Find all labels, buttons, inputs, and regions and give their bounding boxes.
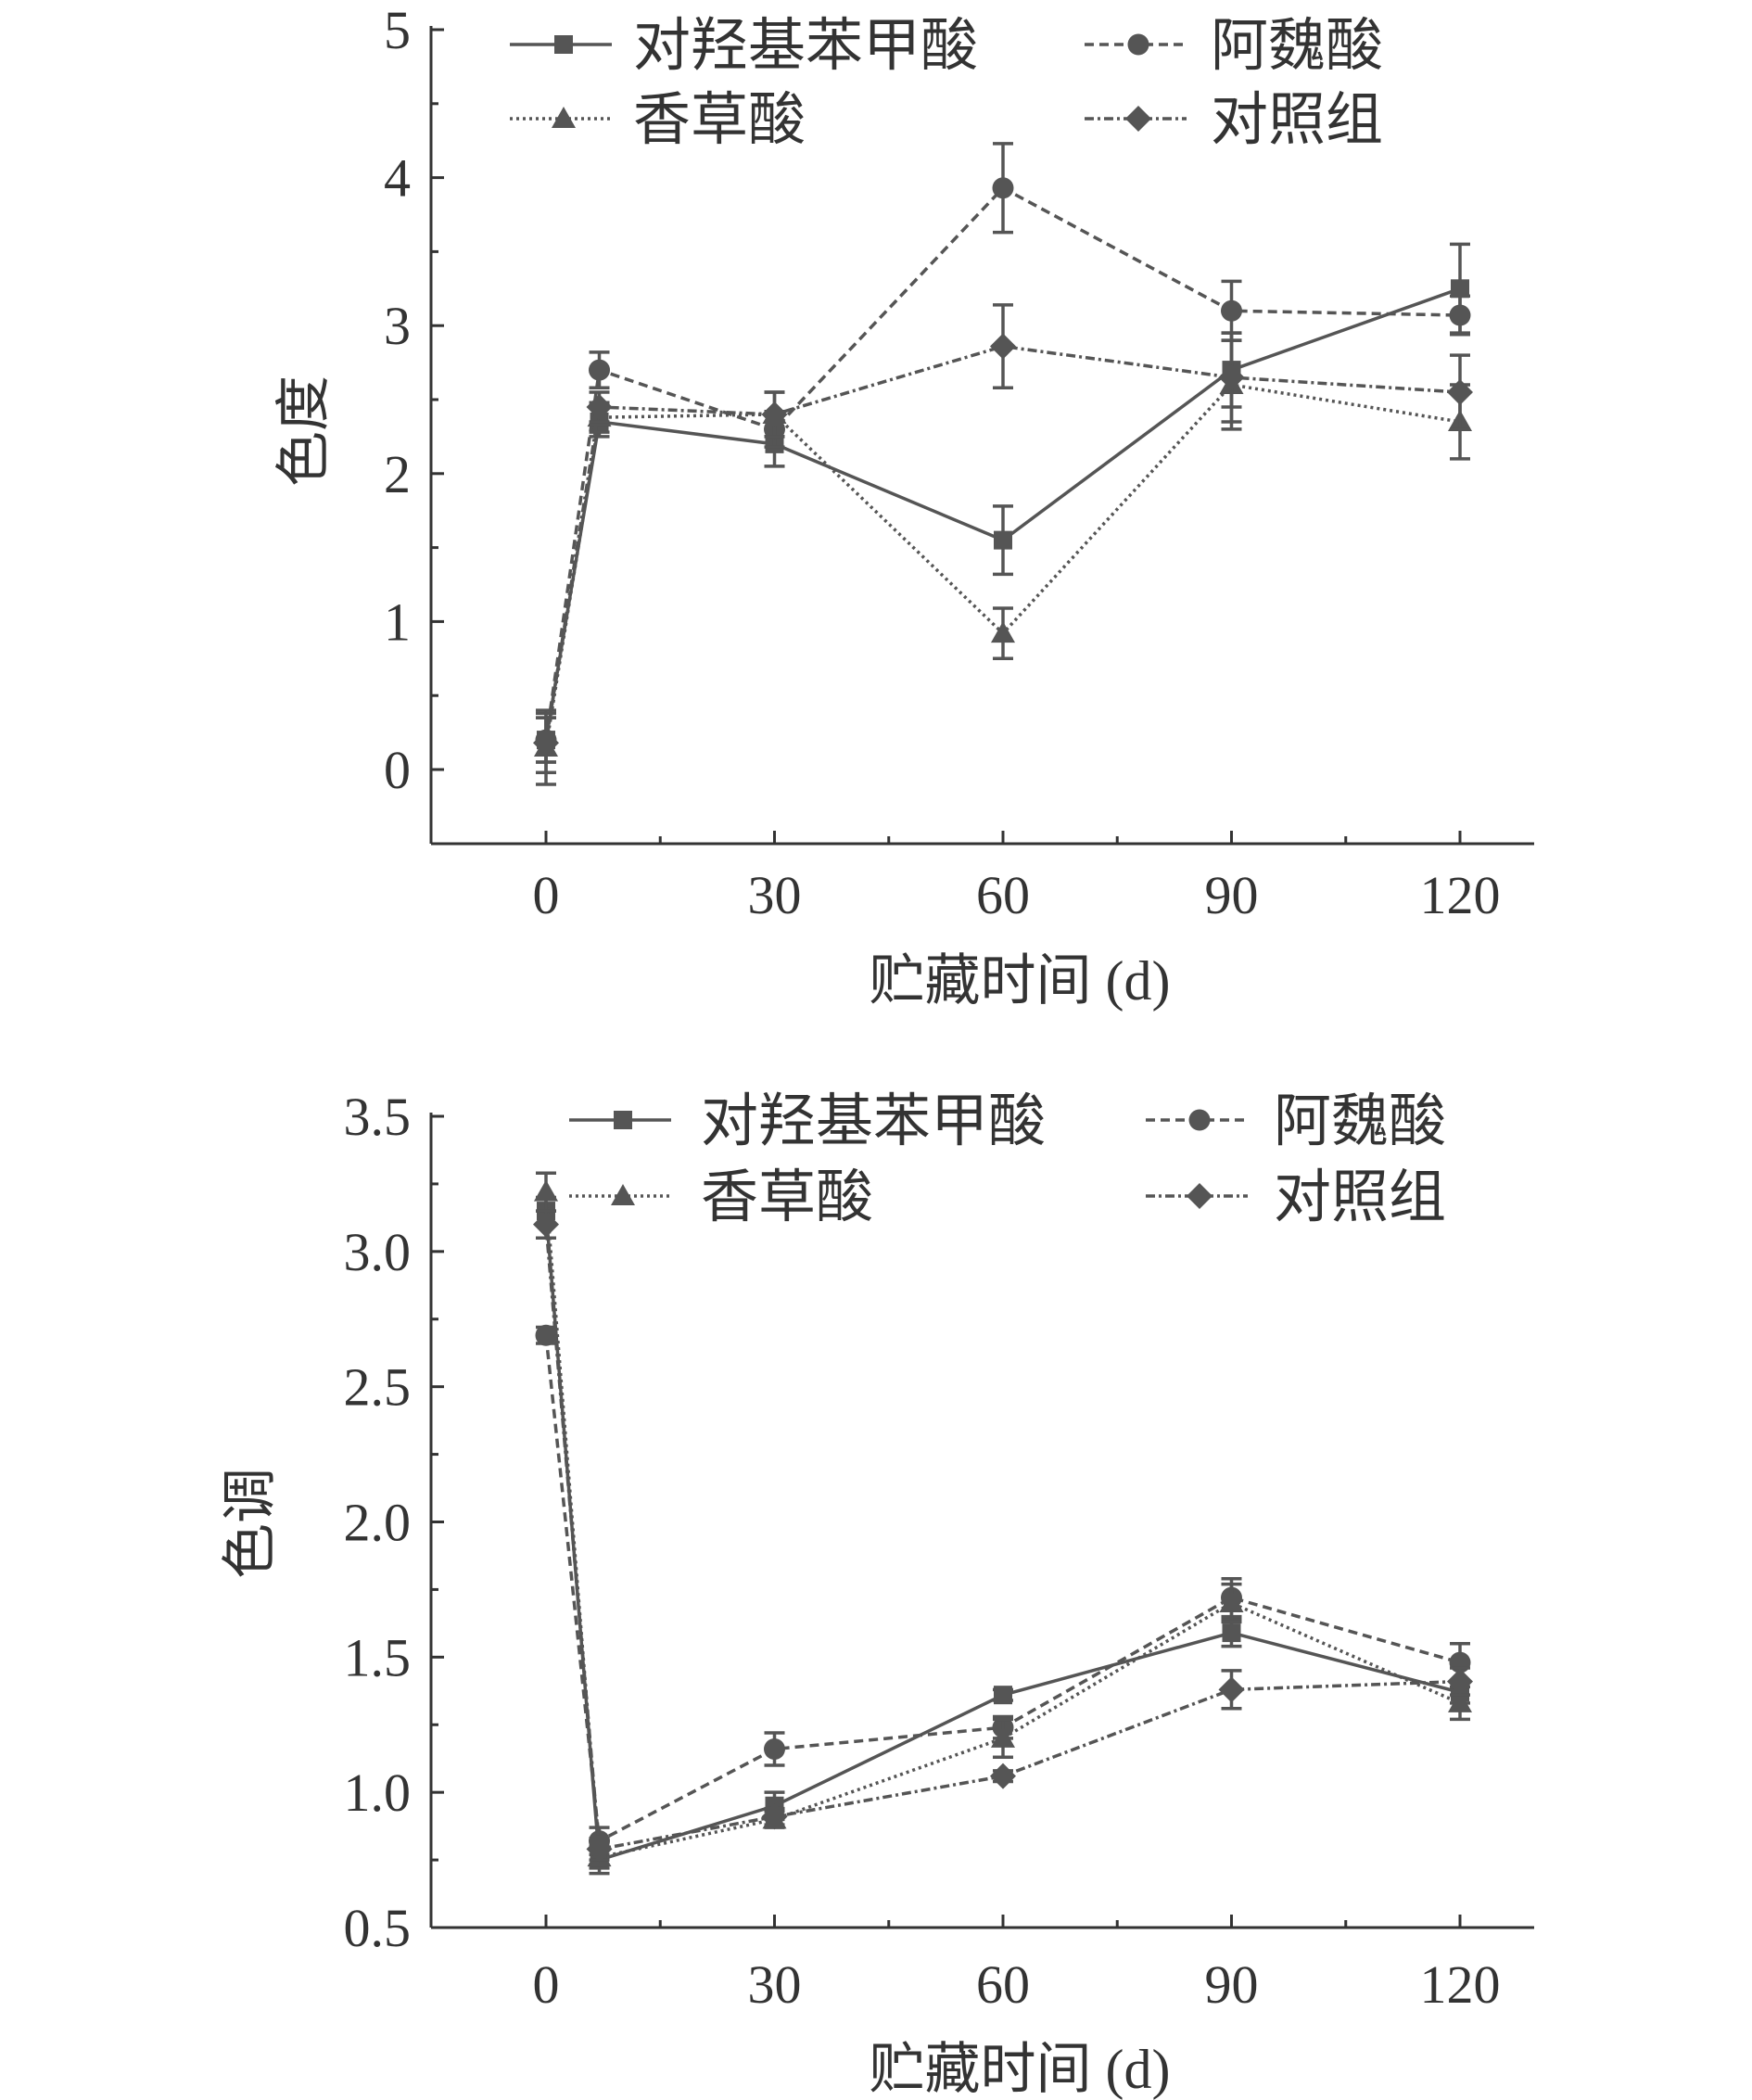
data-point bbox=[589, 359, 611, 381]
data-point bbox=[533, 1211, 559, 1238]
data-point bbox=[1448, 1690, 1472, 1712]
data-point bbox=[535, 1324, 557, 1346]
y-tick-label: 4 bbox=[384, 148, 411, 209]
legend-marker-circle bbox=[1188, 1109, 1211, 1131]
y-tick-label: 2.5 bbox=[344, 1357, 412, 1418]
legend-label: 对照组 bbox=[1211, 89, 1383, 152]
data-point bbox=[586, 393, 613, 420]
data-point bbox=[1218, 1676, 1245, 1703]
series-line bbox=[544, 1210, 1461, 1863]
legend-item: 对羟基苯甲酸 bbox=[510, 15, 978, 78]
y-tick-label: 3.0 bbox=[344, 1222, 412, 1282]
legend-label: 阿魏酸 bbox=[1211, 15, 1383, 78]
legend-marker-diamond bbox=[1187, 1183, 1212, 1209]
legend-item: 对羟基苯甲酸 bbox=[569, 1090, 1046, 1153]
series-circle bbox=[535, 142, 1471, 764]
y-tick-label: 1 bbox=[384, 592, 411, 652]
y-axis-label: 色度 bbox=[273, 375, 335, 487]
legend-item: 香草酸 bbox=[510, 89, 806, 152]
data-point bbox=[1221, 299, 1242, 322]
series-line bbox=[544, 1224, 1461, 1852]
legend-item: 香草酸 bbox=[569, 1166, 873, 1229]
x-tick-label: 120 bbox=[1420, 1954, 1501, 2015]
series-line bbox=[544, 185, 1461, 741]
y-tick-label: 0.5 bbox=[344, 1898, 412, 1958]
data-point bbox=[991, 621, 1015, 643]
series-line bbox=[544, 383, 1461, 748]
data-point bbox=[1218, 364, 1245, 391]
x-tick-label: 120 bbox=[1420, 865, 1501, 925]
series-line bbox=[544, 1191, 1461, 1860]
series-line bbox=[544, 286, 1461, 741]
data-point bbox=[990, 1763, 1016, 1789]
legend-item: 对照组 bbox=[1085, 89, 1383, 152]
x-tick-label: 60 bbox=[976, 1954, 1030, 2015]
hue-chart: 0.5 1.0 1.5 2.0 2.5 3.0 3.5 0 30 60 90 120 贮藏时间 (d) 色… bbox=[220, 1087, 1534, 2100]
data-point bbox=[991, 1725, 1015, 1748]
data-point bbox=[1222, 1623, 1241, 1643]
legend-label: 阿魏酸 bbox=[1274, 1090, 1446, 1153]
legend-label: 对羟基苯甲酸 bbox=[701, 1090, 1046, 1153]
y-tick-label: 5 bbox=[384, 0, 411, 60]
legend-item: 对照组 bbox=[1146, 1166, 1446, 1229]
data-point bbox=[990, 333, 1016, 360]
y-tick-label: 1.0 bbox=[344, 1763, 412, 1823]
data-point bbox=[533, 730, 559, 757]
legend-item: 阿魏酸 bbox=[1146, 1090, 1446, 1153]
x-tick-label: 30 bbox=[748, 1954, 802, 2015]
legend-marker-triangle bbox=[611, 1184, 635, 1205]
y-tick-label: 0 bbox=[384, 740, 411, 800]
x-tick-label: 0 bbox=[533, 1954, 560, 2015]
data-point bbox=[761, 1803, 788, 1830]
data-point bbox=[992, 177, 1014, 199]
legend-label: 对照组 bbox=[1274, 1166, 1446, 1229]
x-tick-label: 60 bbox=[976, 865, 1030, 925]
data-point bbox=[764, 1738, 785, 1760]
data-point bbox=[1447, 1668, 1473, 1695]
y-tick-label: 2.0 bbox=[344, 1493, 412, 1553]
x-tick-label: 90 bbox=[1205, 865, 1259, 925]
legend-marker-triangle bbox=[552, 107, 576, 128]
y-axis-label: 色调 bbox=[220, 1468, 281, 1579]
data-point bbox=[994, 530, 1012, 550]
x-tick-label: 0 bbox=[533, 865, 560, 925]
legend-marker-circle bbox=[1127, 33, 1149, 56]
data-point bbox=[534, 1179, 558, 1202]
legend-marker-square bbox=[614, 1111, 632, 1129]
y-tick-label: 3.5 bbox=[344, 1087, 412, 1147]
x-tick-label: 90 bbox=[1205, 1954, 1259, 2015]
x-axis-label: 贮藏时间 (d) bbox=[870, 950, 1171, 1012]
legend-marker-diamond bbox=[1125, 106, 1151, 132]
legend-item: 阿魏酸 bbox=[1085, 15, 1383, 78]
y-tick-label: 1.5 bbox=[344, 1627, 412, 1687]
data-point bbox=[1447, 379, 1473, 406]
data-point bbox=[1219, 1591, 1244, 1612]
data-point bbox=[1451, 279, 1469, 299]
series-diamond bbox=[533, 1209, 1473, 1863]
x-axis-label: 贮藏时间 (d) bbox=[870, 2039, 1171, 2100]
legend-label: 香草酸 bbox=[701, 1166, 873, 1229]
x-tick-label: 30 bbox=[748, 865, 802, 925]
data-point bbox=[761, 401, 788, 427]
y-tick-label: 3 bbox=[384, 296, 411, 356]
y-tick-label: 2 bbox=[384, 444, 411, 504]
data-point bbox=[586, 1836, 613, 1863]
legend-label: 对羟基苯甲酸 bbox=[633, 15, 978, 78]
legend-label: 香草酸 bbox=[633, 89, 806, 152]
legend-marker-square bbox=[554, 35, 573, 54]
data-point bbox=[994, 1686, 1012, 1705]
data-point bbox=[1449, 304, 1471, 326]
series-diamond bbox=[533, 303, 1473, 774]
